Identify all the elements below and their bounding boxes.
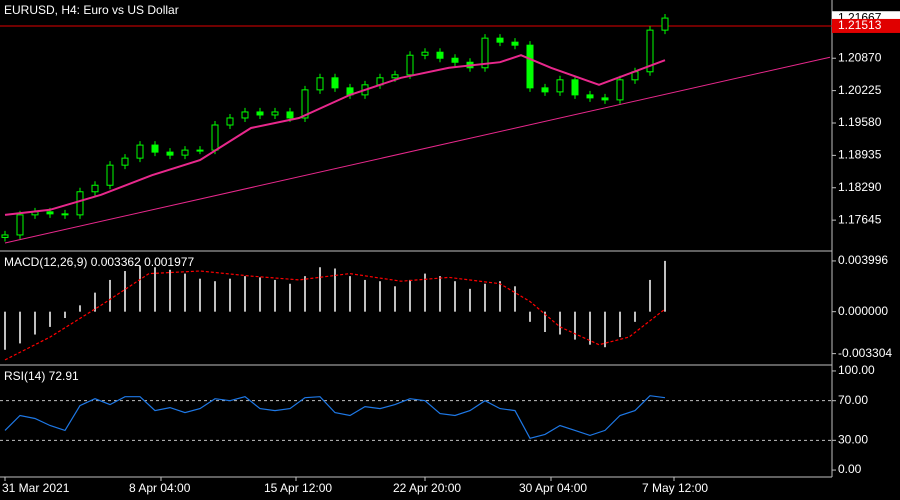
candle-body: [106, 164, 114, 186]
y-tick-label: 1.18290: [838, 180, 882, 194]
y-tick-label: 0.003996: [838, 253, 888, 267]
trendline: [4, 56, 831, 244]
x-tick-label: 7 May 12:00: [642, 481, 708, 495]
candle-body: [646, 29, 654, 73]
y-tick-label: -0.003304: [838, 346, 892, 360]
candle-body: [481, 37, 489, 69]
panel-title: MACD(12,26,9) 0.003362 0.001977: [4, 255, 194, 269]
x-tick-label: 15 Apr 12:00: [264, 481, 332, 495]
candle-body: [586, 94, 594, 99]
candle-body: [226, 117, 234, 126]
x-tick-label: 31 Mar 2021: [2, 481, 70, 495]
panel-title: EURUSD, H4: Euro vs US Dollar: [4, 3, 179, 17]
candle-body: [46, 211, 54, 215]
candle-body: [16, 214, 24, 236]
candle-body: [136, 144, 144, 159]
candle-body: [436, 51, 444, 59]
candle-body: [661, 17, 669, 31]
x-tick-label: 8 Apr 04:00: [129, 481, 191, 495]
y-tick-label: 1.17645: [838, 212, 882, 226]
candle-body: [406, 54, 414, 76]
candle-body: [571, 79, 579, 96]
ask-price-label: 1.21513: [838, 18, 882, 32]
y-tick-label: 100.00: [838, 363, 875, 377]
y-tick-label: 0.00: [838, 462, 862, 476]
candle-body: [511, 41, 519, 46]
macd-signal: [4, 270, 666, 361]
candle-body: [166, 151, 174, 156]
y-tick-label: 1.20870: [838, 50, 882, 64]
rsi-line: [4, 395, 666, 439]
candle-body: [61, 213, 69, 216]
candle-body: [541, 87, 549, 93]
y-tick-label: 70.00: [838, 393, 868, 407]
panel-title: RSI(14) 72.91: [4, 369, 79, 383]
candle-body: [616, 79, 624, 101]
candle-body: [286, 111, 294, 119]
y-tick-label: 1.19580: [838, 115, 882, 129]
candle-body: [76, 191, 84, 216]
candle-body: [196, 149, 204, 152]
x-tick-label: 22 Apr 20:00: [393, 481, 461, 495]
x-tick-label: 30 Apr 04:00: [519, 481, 587, 495]
moving-average: [4, 54, 666, 216]
candle-body: [451, 57, 459, 63]
candle-body: [601, 97, 609, 101]
y-tick-label: 30.00: [838, 432, 868, 446]
candle-body: [121, 157, 129, 166]
ask-price-box: [832, 18, 900, 33]
candle-body: [421, 51, 429, 56]
candle-body: [1, 234, 9, 238]
y-tick-label: 1.20225: [838, 83, 882, 97]
candle-body: [301, 89, 309, 119]
y-tick-label: 1.18935: [838, 148, 882, 162]
candle-body: [151, 144, 159, 153]
candle-body: [256, 111, 264, 116]
candle-body: [211, 124, 219, 151]
y-tick-label: 0.000000: [838, 304, 888, 318]
candle-body: [496, 37, 504, 43]
candle-body: [316, 77, 324, 91]
candle-body: [271, 111, 279, 116]
candle-body: [391, 74, 399, 79]
candle-body: [91, 184, 99, 193]
candle-body: [526, 44, 534, 89]
candle-body: [556, 79, 564, 93]
candle-body: [181, 149, 189, 156]
candle-body: [331, 77, 339, 89]
candle-body: [241, 111, 249, 119]
